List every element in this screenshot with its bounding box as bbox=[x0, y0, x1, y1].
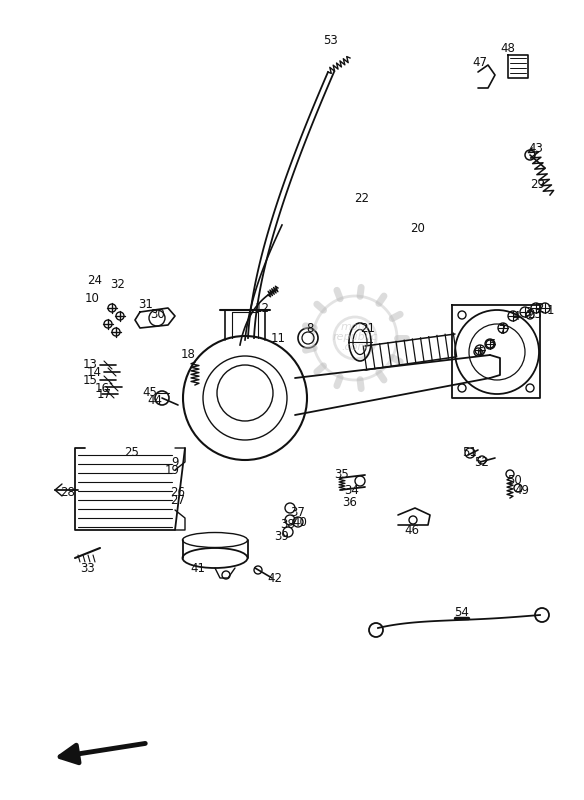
Text: 44: 44 bbox=[148, 394, 162, 406]
Text: 18: 18 bbox=[180, 349, 196, 362]
Text: 20: 20 bbox=[411, 222, 425, 234]
Text: 26: 26 bbox=[171, 486, 186, 498]
Text: 31: 31 bbox=[138, 298, 154, 311]
Text: 33: 33 bbox=[81, 562, 95, 574]
Text: 29: 29 bbox=[530, 178, 545, 191]
Text: 15: 15 bbox=[82, 374, 98, 386]
Text: 47: 47 bbox=[472, 55, 488, 69]
Text: 6: 6 bbox=[476, 346, 484, 358]
Text: .com: .com bbox=[342, 342, 369, 352]
Text: 8: 8 bbox=[307, 322, 314, 334]
Text: 52: 52 bbox=[475, 455, 489, 469]
Text: 13: 13 bbox=[82, 358, 98, 370]
Text: 40: 40 bbox=[293, 515, 307, 529]
Text: 23: 23 bbox=[527, 309, 543, 322]
Text: 35: 35 bbox=[335, 469, 349, 482]
Text: 12: 12 bbox=[255, 302, 269, 314]
Text: 25: 25 bbox=[124, 446, 140, 458]
Text: 5: 5 bbox=[488, 338, 496, 351]
Text: 54: 54 bbox=[454, 606, 470, 618]
Text: 53: 53 bbox=[322, 34, 338, 46]
Text: 1: 1 bbox=[546, 303, 554, 317]
Text: 43: 43 bbox=[529, 142, 544, 154]
Text: 32: 32 bbox=[110, 278, 126, 291]
Text: 27: 27 bbox=[171, 494, 186, 506]
Text: 3: 3 bbox=[524, 306, 531, 319]
Text: 36: 36 bbox=[343, 495, 357, 509]
Text: 11: 11 bbox=[270, 331, 286, 345]
Text: 50: 50 bbox=[507, 474, 522, 486]
Text: 4: 4 bbox=[512, 310, 520, 322]
Text: 46: 46 bbox=[405, 523, 419, 537]
Text: 7: 7 bbox=[499, 323, 507, 337]
Text: 9: 9 bbox=[171, 455, 179, 469]
Text: 34: 34 bbox=[345, 483, 359, 497]
Text: 39: 39 bbox=[274, 530, 290, 542]
Text: 16: 16 bbox=[95, 382, 110, 394]
Text: 49: 49 bbox=[515, 483, 530, 497]
Text: 42: 42 bbox=[267, 571, 283, 585]
Text: moto: moto bbox=[340, 322, 369, 332]
Text: 19: 19 bbox=[165, 463, 179, 477]
Text: republic: republic bbox=[332, 332, 378, 342]
Text: 2: 2 bbox=[536, 302, 544, 314]
Text: 21: 21 bbox=[360, 322, 376, 334]
Text: 30: 30 bbox=[151, 309, 165, 322]
Text: 41: 41 bbox=[190, 562, 206, 574]
Text: 37: 37 bbox=[291, 506, 305, 518]
Text: 10: 10 bbox=[85, 291, 99, 305]
Text: 28: 28 bbox=[61, 486, 75, 498]
Text: 17: 17 bbox=[96, 389, 112, 402]
Text: 38: 38 bbox=[281, 518, 296, 530]
Text: 22: 22 bbox=[354, 191, 370, 205]
Text: 24: 24 bbox=[88, 274, 103, 286]
Text: 48: 48 bbox=[500, 42, 516, 54]
Text: 51: 51 bbox=[463, 446, 478, 458]
Text: 45: 45 bbox=[142, 386, 158, 398]
Text: 14: 14 bbox=[86, 366, 102, 378]
